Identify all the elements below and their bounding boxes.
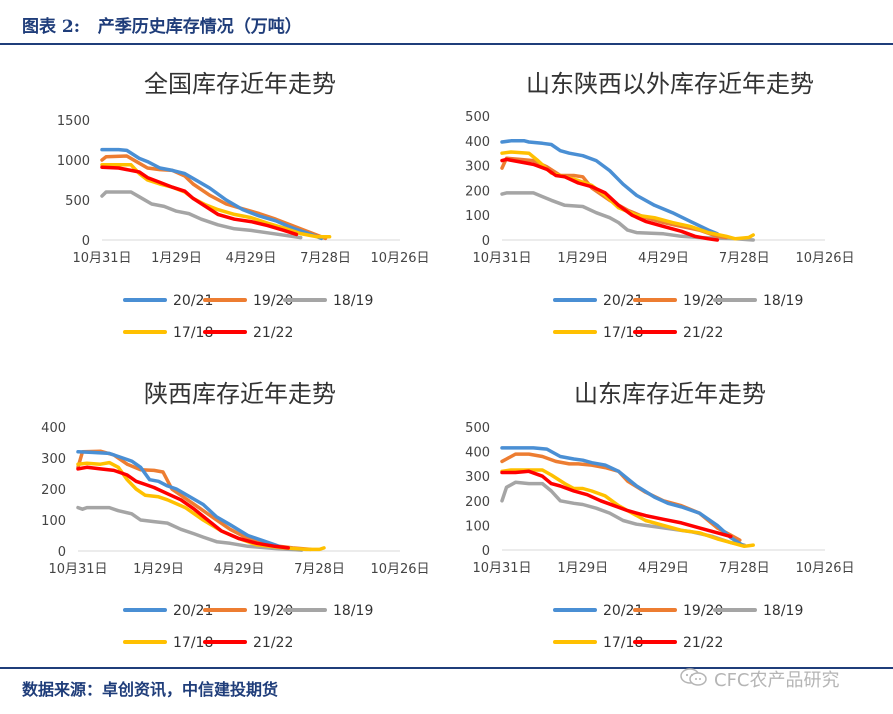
x-tick-label: 10月31日 — [72, 251, 131, 266]
chart-title: 陕西库存近年走势 — [144, 380, 336, 408]
legend-label: 21/22 — [253, 325, 293, 341]
y-tick-label: 0 — [82, 234, 90, 249]
header-rule — [0, 43, 893, 45]
series-line-18-19 — [76, 505, 304, 552]
watermark: CFC农产品研究 — [680, 664, 880, 691]
legend-label: 19/20 — [683, 603, 723, 619]
x-tick-label: 10月26日 — [370, 251, 429, 266]
report-header: 图表 2: 产季历史库存情况（万吨） — [0, 0, 893, 44]
y-tick-label: 100 — [41, 514, 66, 529]
series-line-18-19 — [100, 190, 303, 240]
y-tick-label: 300 — [41, 452, 66, 467]
y-tick-label: 300 — [465, 470, 490, 485]
y-tick-label: 400 — [465, 135, 490, 150]
x-tick-label: 10月26日 — [795, 251, 854, 266]
series-line-21-22 — [500, 469, 733, 539]
y-tick-label: 0 — [58, 545, 66, 560]
x-tick-label: 4月29日 — [226, 251, 277, 266]
x-tick-label: 7月28日 — [294, 562, 345, 577]
y-tick-label: 400 — [41, 421, 66, 436]
y-tick-label: 500 — [465, 421, 490, 436]
legend-label: 17/18 — [603, 325, 643, 341]
chart-svg: 0 500 1000 1500 10月31日 1月29日 4月29日 7月28日 10月26日 2… — [57, 114, 430, 341]
series-line-20-21 — [76, 450, 304, 552]
legend-label: 20/21 — [603, 603, 643, 619]
x-tick-label: 7月28日 — [719, 561, 770, 576]
chart-other-regions-inventory: 山东陕西以外库存近年走势 0 100 200 300 400 500 10月31日 1月29日… — [450, 52, 890, 362]
x-tick-label: 10月31日 — [472, 561, 531, 576]
series-line-20-21 — [500, 446, 745, 547]
legend-label: 20/21 — [603, 293, 643, 309]
chart-svg: 0 100 200 300 400 500 10月31日 1月29日 4月29日 7月28日 10月… — [465, 110, 854, 341]
x-tick-label: 7月28日 — [300, 251, 351, 266]
legend-label: 18/19 — [333, 293, 373, 309]
legend-label: 21/22 — [683, 325, 723, 341]
y-tick-label: 400 — [465, 446, 490, 461]
y-tick-label: 500 — [465, 110, 490, 125]
watermark-text: CFC农产品研究 — [714, 670, 840, 691]
legend-label: 17/18 — [603, 635, 643, 651]
y-tick-label: 0 — [482, 234, 490, 249]
series-line-20-21 — [500, 139, 720, 236]
chart-svg: 0 100 200 300 400 500 10月31日 1月29日 4月29日 7月28日 10月… — [465, 421, 854, 651]
y-tick-label: 200 — [465, 495, 490, 510]
y-tick-label: 200 — [465, 184, 490, 199]
legend-label: 18/19 — [333, 603, 373, 619]
x-tick-label: 7月28日 — [719, 251, 770, 266]
legend-label: 18/19 — [763, 603, 803, 619]
chart-shaanxi-inventory: 陕西库存近年走势 0 100 200 300 400 10月31日 1月29日 4月29日 7月… — [20, 362, 460, 672]
chart-national-inventory: 全国库存近年走势 0 500 1000 1500 10月31日 1月29日 4月29日 7月2… — [20, 52, 460, 362]
y-tick-label: 100 — [465, 209, 490, 224]
chart-title: 全国库存近年走势 — [144, 70, 336, 98]
x-tick-label: 10月31日 — [472, 251, 531, 266]
footer-rule — [0, 667, 893, 669]
legend-label: 19/20 — [683, 293, 723, 309]
series-line-21-22 — [500, 157, 720, 242]
y-tick-label: 200 — [41, 483, 66, 498]
figure-caption: 图表 2: 产季历史库存情况（万吨） — [22, 17, 302, 37]
legend-label: 17/18 — [173, 325, 213, 341]
legend-label: 18/19 — [763, 293, 803, 309]
x-tick-label: 4月29日 — [214, 562, 265, 577]
chart-shandong-inventory: 山东库存近年走势 0 100 200 300 400 500 10月31日 1月29日 4月29… — [450, 362, 890, 672]
chart-title: 山东库存近年走势 — [574, 380, 766, 408]
y-tick-label: 1500 — [57, 114, 90, 129]
x-tick-label: 4月29日 — [638, 251, 689, 266]
legend-label: 20/21 — [173, 603, 213, 619]
legend-label: 17/18 — [173, 635, 213, 651]
data-source: 数据来源：卓创资讯，中信建投期货 — [22, 680, 279, 699]
chart-title: 山东陕西以外库存近年走势 — [526, 70, 814, 98]
legend-label: 19/20 — [253, 293, 293, 309]
x-tick-label: 10月26日 — [370, 562, 429, 577]
x-tick-label: 1月29日 — [151, 251, 202, 266]
legend-label: 21/22 — [683, 635, 723, 651]
legend-label: 20/21 — [173, 293, 213, 309]
x-tick-label: 1月29日 — [557, 561, 608, 576]
series-line-18-19 — [500, 191, 755, 242]
wechat-icon — [680, 668, 707, 686]
y-tick-label: 300 — [465, 160, 490, 175]
series-line-17-18 — [500, 150, 755, 241]
x-tick-label: 10月31日 — [48, 562, 107, 577]
y-tick-label: 1000 — [57, 154, 90, 169]
x-tick-label: 4月29日 — [638, 561, 689, 576]
series-line-21-22 — [100, 165, 299, 237]
series-line-19-20 — [500, 452, 742, 542]
chart-svg: 0 100 200 300 400 10月31日 1月29日 4月29日 7月28日 10月26日… — [41, 421, 429, 651]
y-tick-label: 100 — [465, 519, 490, 534]
series-line-17-18 — [500, 468, 755, 549]
x-tick-label: 1月29日 — [557, 251, 608, 266]
y-tick-label: 500 — [65, 194, 90, 209]
x-tick-label: 1月29日 — [133, 562, 184, 577]
y-tick-label: 0 — [482, 544, 490, 559]
legend-label: 21/22 — [253, 635, 293, 651]
series-line-21-22 — [76, 465, 290, 550]
x-tick-label: 10月26日 — [795, 561, 854, 576]
series-line-20-21 — [100, 147, 324, 241]
legend-label: 19/20 — [253, 603, 293, 619]
